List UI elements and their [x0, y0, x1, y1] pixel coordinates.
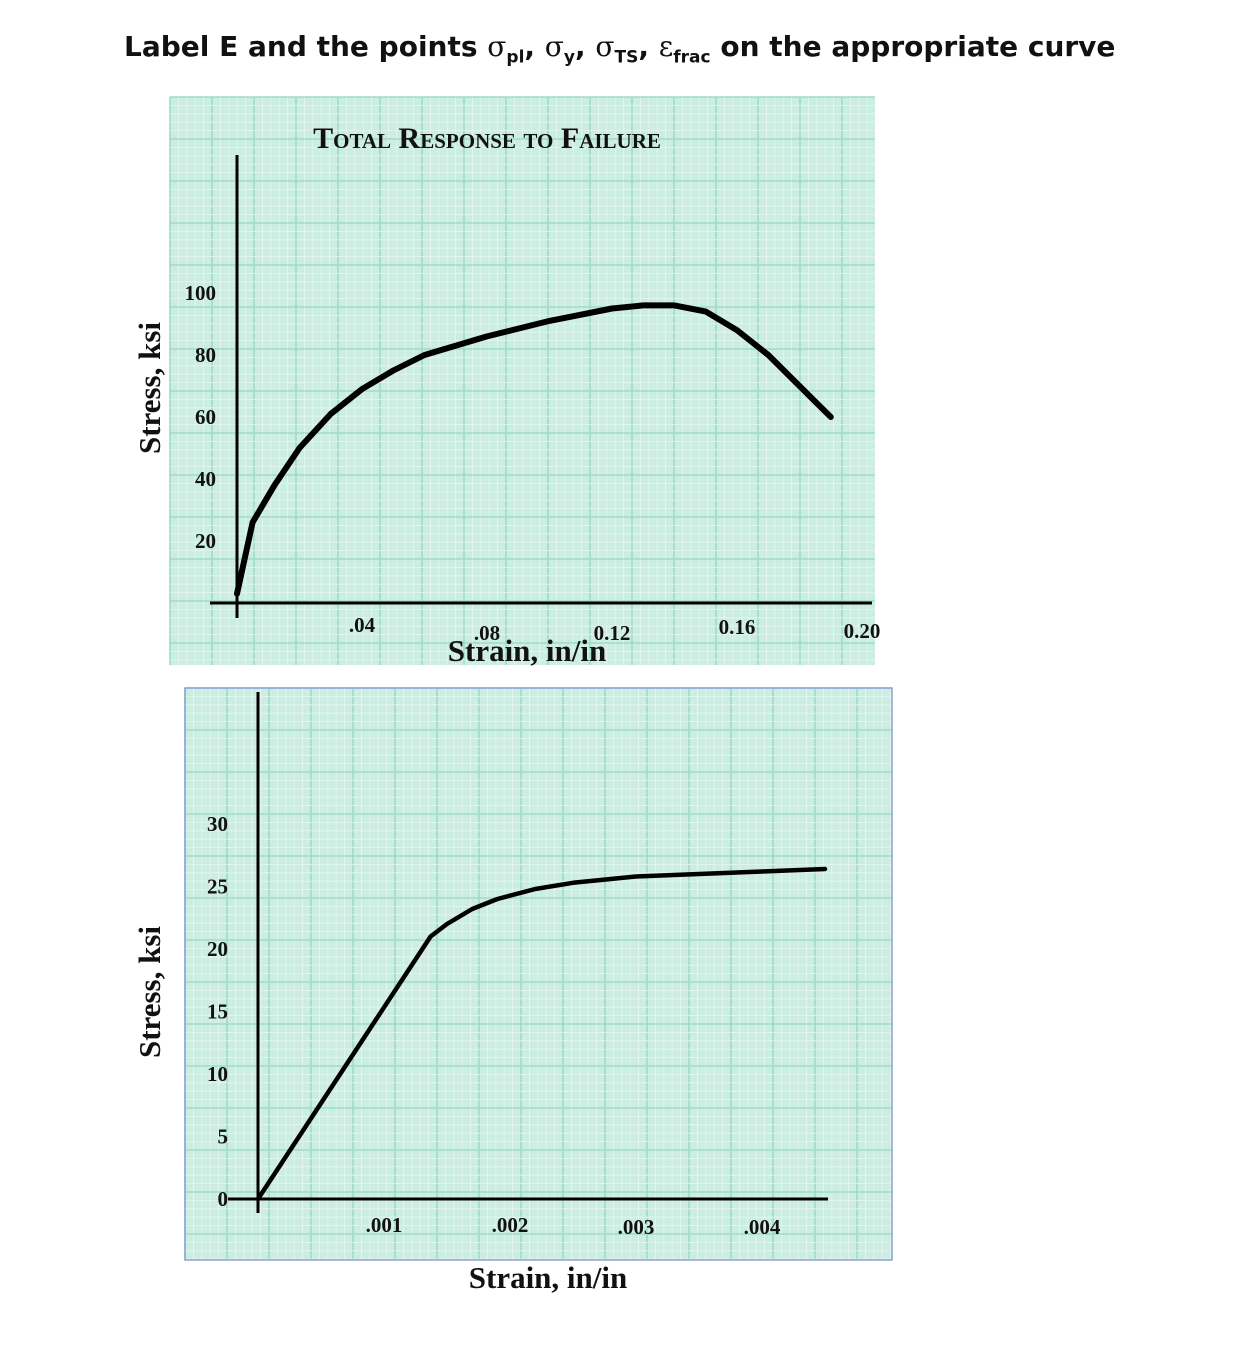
- chart1-y-tick-label: 40: [195, 467, 216, 491]
- chart2-x-tick-label: .002: [492, 1213, 529, 1237]
- chart1-y-tick-label: 100: [185, 281, 217, 305]
- instruction-suffix: on the appropriate curve: [710, 30, 1116, 63]
- instruction-point-pl: σpl: [487, 30, 525, 68]
- instruction-point-frac: εfrac: [658, 30, 711, 68]
- chart1-x-tick-labels: .04 .08 0.12 0.16 0.20: [349, 613, 881, 645]
- chart1-title: Total Response to Failure: [313, 122, 661, 155]
- instruction-point-TS: σTS: [595, 30, 639, 68]
- chart1-x-tick-label: 0.16: [719, 615, 756, 639]
- chart-total-response: Total Response to Failure .04 .08 0.12 0.16…: [132, 96, 881, 668]
- chart1-y-tick-label: 60: [195, 405, 216, 429]
- chart1-x-tick-label: 0.12: [594, 621, 631, 645]
- instruction-point-y: σy: [544, 30, 576, 68]
- chart-elastic-region: .001 .002 .003 .004 0 5 10 15 20 25 30 Strain, in…: [132, 687, 893, 1295]
- chart1-y-tick-labels: 20 40 60 80 100: [185, 281, 217, 553]
- chart2-x-axis-label: Strain, in/in: [469, 1260, 628, 1295]
- chart1-y-axis-label: Stress, ksi: [132, 322, 167, 454]
- chart1-x-tick-label: .04: [349, 613, 376, 637]
- chart2-x-tick-label: .001: [366, 1213, 403, 1237]
- chart2-x-tick-label: .003: [618, 1215, 655, 1239]
- chart2-grid: [184, 687, 892, 1260]
- chart1-x-tick-label: 0.20: [844, 619, 881, 643]
- chart2-paper: [185, 688, 892, 1260]
- chart1-y-tick-label: 80: [195, 343, 216, 367]
- chart2-frame: [184, 687, 893, 1261]
- chart1-grid: [169, 96, 875, 665]
- chart2-y-axis-label: Stress, ksi: [132, 926, 167, 1058]
- instruction-prefix: Label E and the points: [124, 30, 488, 63]
- chart1-x-tick-label: .08: [474, 621, 500, 645]
- chart1-y-tick-label: 20: [195, 529, 216, 553]
- instruction-text: Label E and the points σpl, σy, σTS, εfr…: [124, 30, 1116, 68]
- chart2-series-line: [255, 866, 828, 1202]
- chart2-y-tick-label: 25: [207, 875, 228, 899]
- chart2-y-tick-label: 15: [207, 1000, 228, 1024]
- chart2-x-tick-label: .004: [744, 1215, 781, 1239]
- chart1-x-axis-label: Strain, in/in: [448, 633, 607, 668]
- chart1-series-line: [234, 302, 834, 597]
- chart2-y-tick-labels: 0 5 10 15 20 25 30: [207, 812, 228, 1211]
- chart2-x-tick-labels: .001 .002 .003 .004: [366, 1213, 781, 1239]
- chart2-y-tick-label: 30: [207, 812, 228, 836]
- chart2-y-tick-label: 5: [218, 1125, 229, 1149]
- chart2-y-tick-label: 20: [207, 937, 228, 961]
- chart2-y-tick-label: 10: [207, 1062, 228, 1086]
- chart2-y-tick-label: 0: [218, 1187, 229, 1211]
